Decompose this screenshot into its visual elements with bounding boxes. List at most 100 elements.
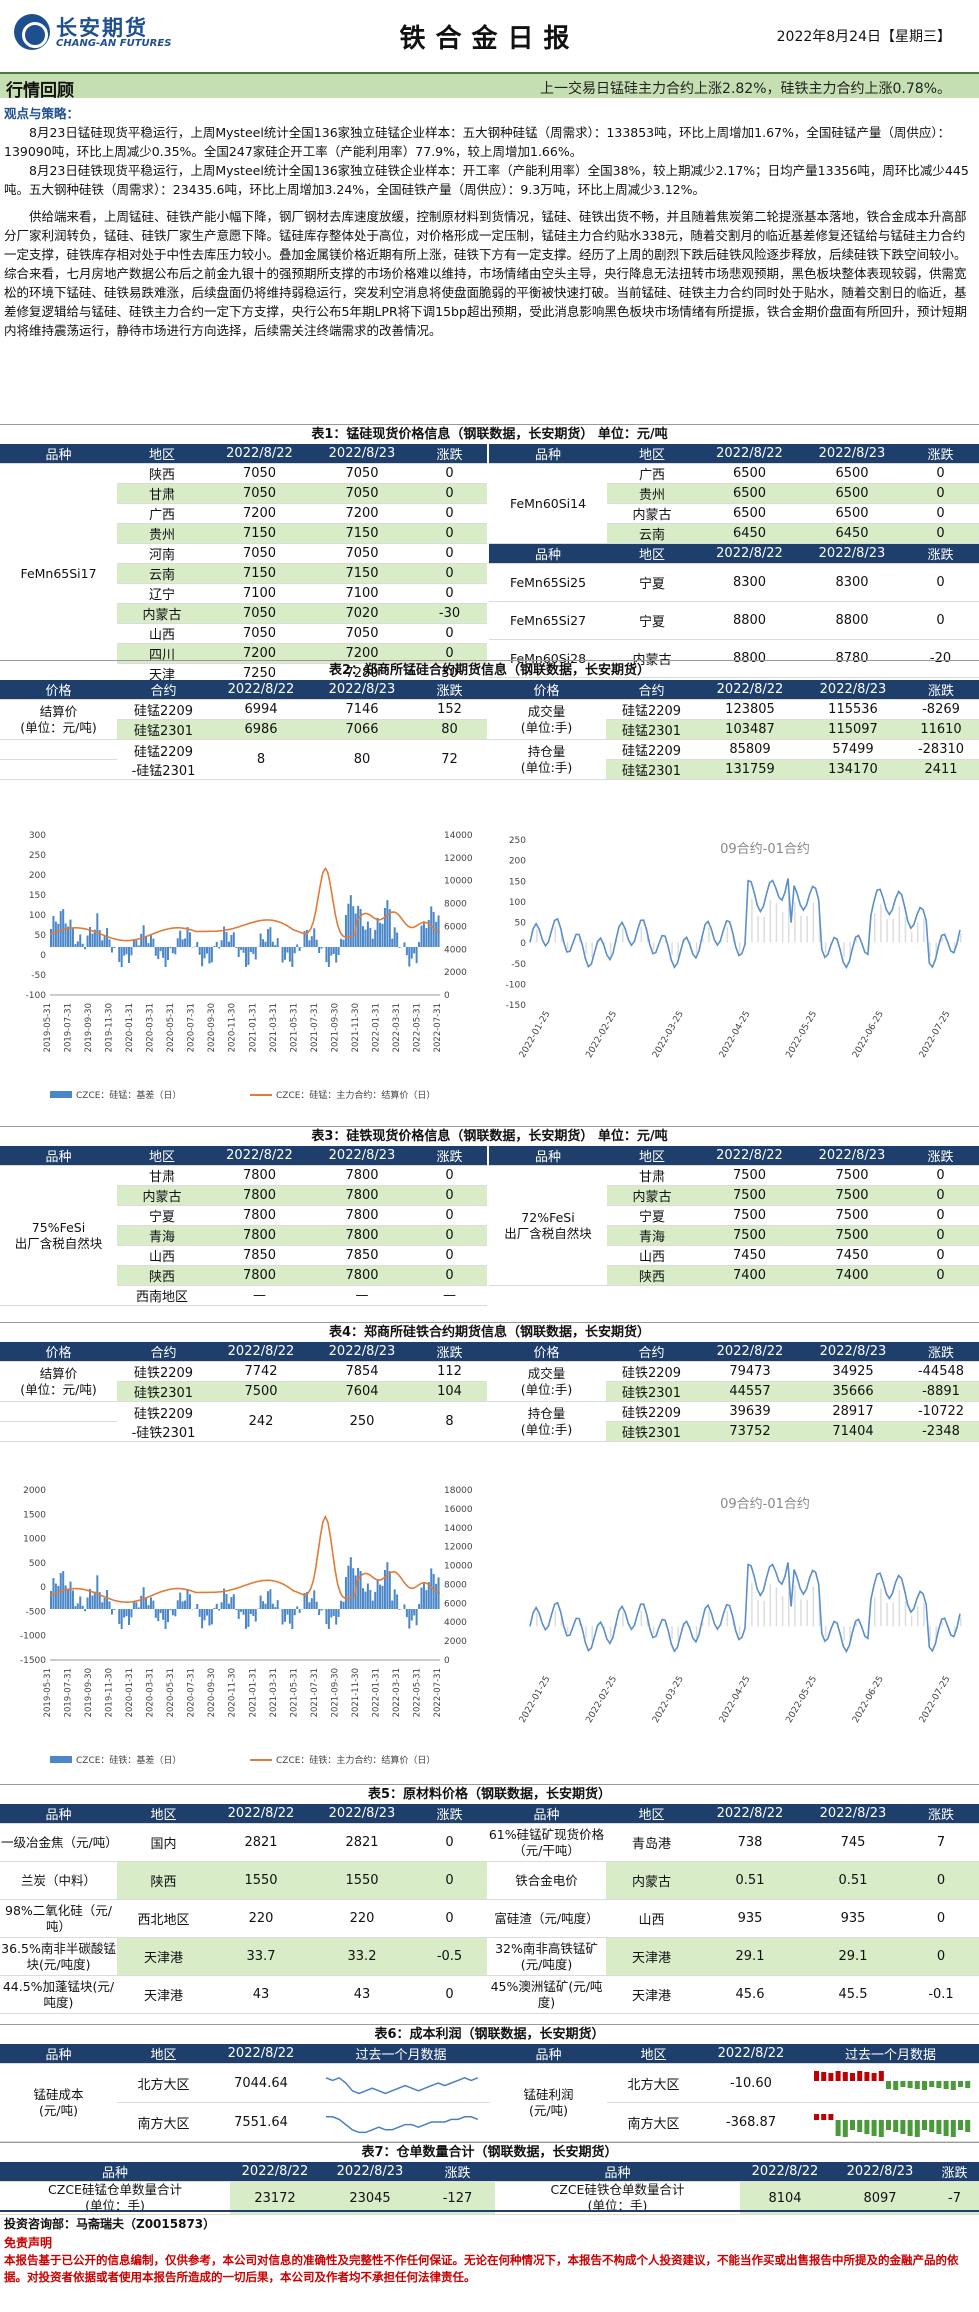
table-row: 辽宁 7100 7100 0 <box>0 583 487 604</box>
table-cell: 33.2 <box>312 1937 412 1976</box>
tick-label: 2022-05-31 <box>412 1668 422 1717</box>
basis-bar <box>381 923 384 947</box>
spread-bar <box>824 942 827 954</box>
product-name: CZCE硅锰仓单数量合计 (单位：手) <box>0 2181 230 2215</box>
basis-bar <box>188 932 191 947</box>
spread-bar <box>923 919 925 943</box>
settle-price-line <box>49 1514 441 1603</box>
table-cell: 广西 <box>607 463 697 484</box>
spread-bar <box>818 1596 821 1627</box>
column-header: 2022/8/23 <box>803 1804 903 1824</box>
basis-bar <box>140 1595 143 1609</box>
basis-bar <box>293 947 296 954</box>
tick-label: 100 <box>509 898 526 908</box>
product-name: FeMn60Si28 <box>489 639 607 678</box>
table-row: 内蒙古 7050 7020 -30 <box>0 603 487 624</box>
product-name: 45%澳洲锰矿(元/吨度) <box>487 1975 606 2014</box>
table-cell: 广西 <box>117 503 207 524</box>
basis-bar <box>408 947 411 967</box>
basis-bar <box>242 947 245 953</box>
table-cell: 44557 <box>697 1381 803 1402</box>
spread-bar <box>892 918 894 943</box>
table-cell: -127 <box>420 2181 495 2215</box>
basis-bar <box>310 936 313 947</box>
tick-label: 6000 <box>444 922 467 932</box>
basis-bar <box>208 1609 211 1626</box>
basis-bar <box>96 1575 99 1609</box>
product-name: 一级冶金焦（元/吨） <box>0 1823 117 1862</box>
table-cell: 0 <box>412 1975 487 2014</box>
tick-label: 2021-05-31 <box>289 1668 299 1717</box>
tick-label: 100 <box>29 911 46 921</box>
basis-bar <box>218 947 221 949</box>
basis-bar <box>291 1609 294 1629</box>
basis-bar <box>422 1583 425 1609</box>
basis-bar <box>247 1609 250 1627</box>
table2-caption: 表2：郑商所锰硅合约期货信息（钢联数据，长安期货） <box>0 660 979 680</box>
report-title: 铁合金日报 <box>399 24 580 54</box>
basis-bar <box>398 1609 401 1610</box>
table-cell: 陕西 <box>117 463 207 484</box>
tick-label: 250 <box>509 836 526 846</box>
table-cell: 7500 <box>802 1185 902 1206</box>
tick-label: 0 <box>40 1583 46 1593</box>
table-cell: 0 <box>412 1205 487 1226</box>
basis-bar <box>120 1609 123 1629</box>
column-header: 地区 <box>607 543 697 564</box>
basis-bar <box>347 1565 350 1609</box>
table-cell: 内蒙古 <box>607 1185 697 1206</box>
basis-bar <box>340 1600 343 1609</box>
table-cell: 6450 <box>802 523 902 544</box>
table-cell: 79473 <box>697 1361 803 1382</box>
table-header-row: 品种 地区 2022/8/22 过去一个月数据 品种 地区 2022/8/22 过去一个月数据 <box>0 2044 979 2064</box>
column-header: 品种 <box>490 2044 607 2064</box>
table-cell: 0 <box>902 1185 979 1206</box>
product-name: 75%FeSi 出厂含税自然块 <box>0 1165 117 1306</box>
tick-label: 2022-07-25 <box>918 1675 953 1725</box>
table-cell: 国内 <box>117 1823 210 1862</box>
table-cell: -10.60 <box>700 2063 802 2103</box>
spread-bar <box>812 902 815 943</box>
tick-label: 200 <box>29 871 46 881</box>
tick-label: -1500 <box>20 1656 46 1666</box>
basis-bar <box>108 939 111 947</box>
basis-bar <box>337 1609 340 1617</box>
table-cell: 43 <box>312 1975 412 2014</box>
tick-label: 2021-01-31 <box>248 1668 258 1717</box>
table1-caption: 表1：锰硅现货价格信息（钢联数据，长安期货） 单位：元/吨 <box>0 424 979 444</box>
table-cell: -8269 <box>903 699 979 720</box>
basis-bar <box>201 1609 204 1629</box>
column-header: 地区 <box>117 2044 210 2064</box>
basis-bar <box>296 944 299 947</box>
tick-label: 2022-07-31 <box>433 1668 443 1717</box>
spread-bar <box>917 1606 919 1627</box>
basis-bar <box>181 939 184 947</box>
basis-bar <box>152 938 155 947</box>
basis-bar <box>220 940 223 947</box>
spread-bar <box>763 916 765 943</box>
table-cell: 80 <box>312 739 412 780</box>
basis-bar <box>291 947 294 967</box>
spread-bar <box>720 1625 722 1627</box>
basis-bar <box>362 1588 364 1609</box>
basis-bar <box>188 1594 191 1609</box>
table-cell: 7066 <box>312 719 412 740</box>
tick-label: 2020-05-31 <box>166 1003 176 1052</box>
basis-bar <box>405 947 408 956</box>
table-cell: 甘肃 <box>607 1165 697 1186</box>
table-cell: -30 <box>412 603 487 624</box>
spread-bar <box>585 942 587 954</box>
basis-bar <box>110 947 113 953</box>
table-cell: 0 <box>902 1225 979 1246</box>
settle-label: 结算价 (单位：元/吨) <box>0 1361 117 1402</box>
table-cell: 7050 <box>312 623 412 644</box>
spread-bar <box>800 1599 802 1627</box>
table-cell: 7500 <box>802 1165 902 1186</box>
basis-bar <box>67 926 70 947</box>
basis-bar <box>320 947 323 949</box>
tick-label: -100 <box>506 980 527 990</box>
basis-bar <box>308 940 311 947</box>
table-row: 一级冶金焦（元/吨） 国内 2821 2821 0 61%硅锰矿现货价格（元/干吨） 青岛港… <box>0 1823 979 1862</box>
column-header: 价格 <box>487 1342 606 1362</box>
table-cell: 宁夏 <box>607 1205 697 1226</box>
